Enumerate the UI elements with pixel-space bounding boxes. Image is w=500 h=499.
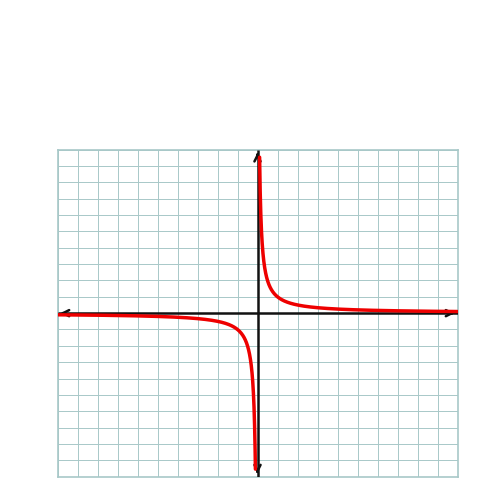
Text: Rational Function: Rational Function [94,21,406,56]
